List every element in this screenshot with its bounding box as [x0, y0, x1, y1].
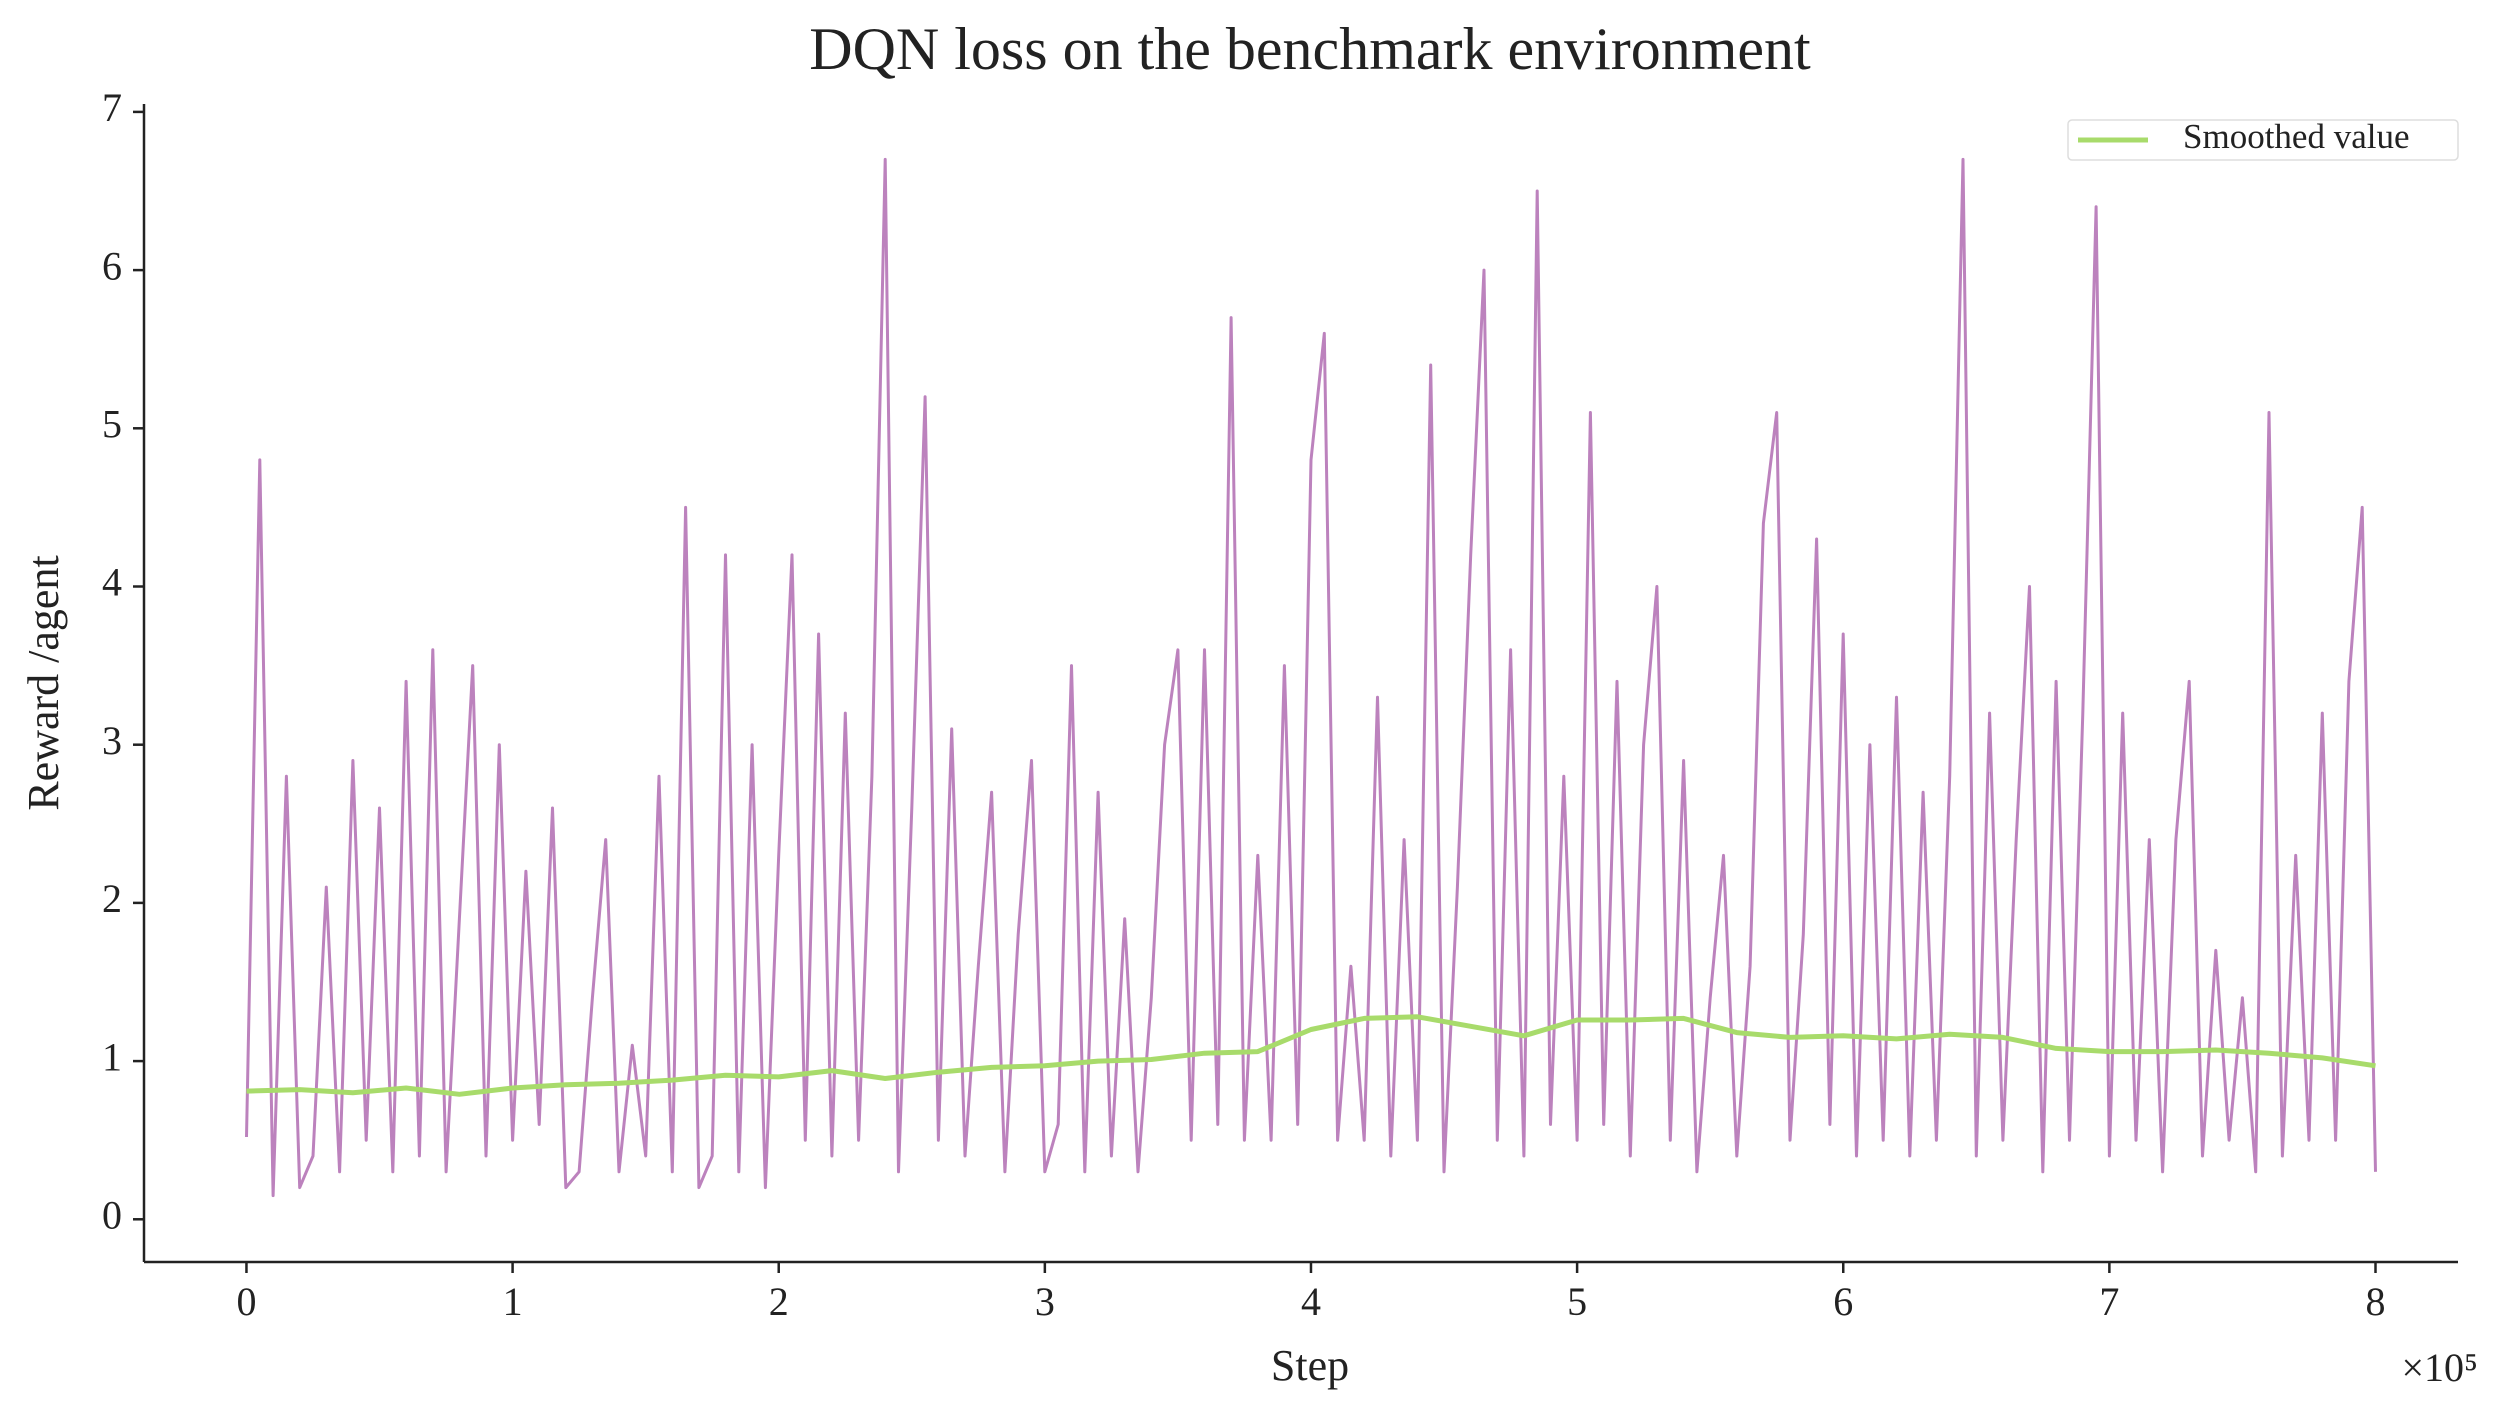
x-tick-label: 5: [1567, 1279, 1587, 1324]
x-tick-label: 2: [769, 1279, 789, 1324]
x-tick-label: 8: [2365, 1279, 2385, 1324]
y-tick-label: 4: [102, 560, 122, 605]
y-tick-label: 0: [102, 1192, 122, 1237]
x-offset-label: ×10⁵: [2401, 1345, 2478, 1390]
data-line: [246, 1014, 2376, 1097]
x-tick-label: 3: [1035, 1279, 1055, 1324]
y-tick-label: 3: [102, 718, 122, 763]
x-tick-label: 1: [503, 1279, 523, 1324]
legend-box: [2067, 119, 2459, 161]
legend: Smoothed value: [2067, 117, 2459, 161]
x-tick-label: 4: [1301, 1279, 1321, 1324]
data-line: [245, 157, 2377, 1198]
x-axis-label: Step: [1271, 1341, 1349, 1390]
y-tick-label: 5: [102, 401, 122, 446]
y-tick-label: 2: [102, 876, 122, 921]
y-axis-label: Reward /agent: [19, 555, 68, 810]
y-tick-label: 6: [102, 243, 122, 288]
x-tick-label: 0: [236, 1279, 256, 1324]
y-tick-label: 1: [102, 1034, 122, 1079]
y-tick-label: 7: [102, 85, 122, 130]
x-tick-label: 7: [2099, 1279, 2119, 1324]
chart-title: DQN loss on the benchmark environment: [809, 16, 1811, 82]
legend-label: Smoothed value: [2183, 117, 2410, 156]
x-tick-label: 6: [1833, 1279, 1853, 1324]
